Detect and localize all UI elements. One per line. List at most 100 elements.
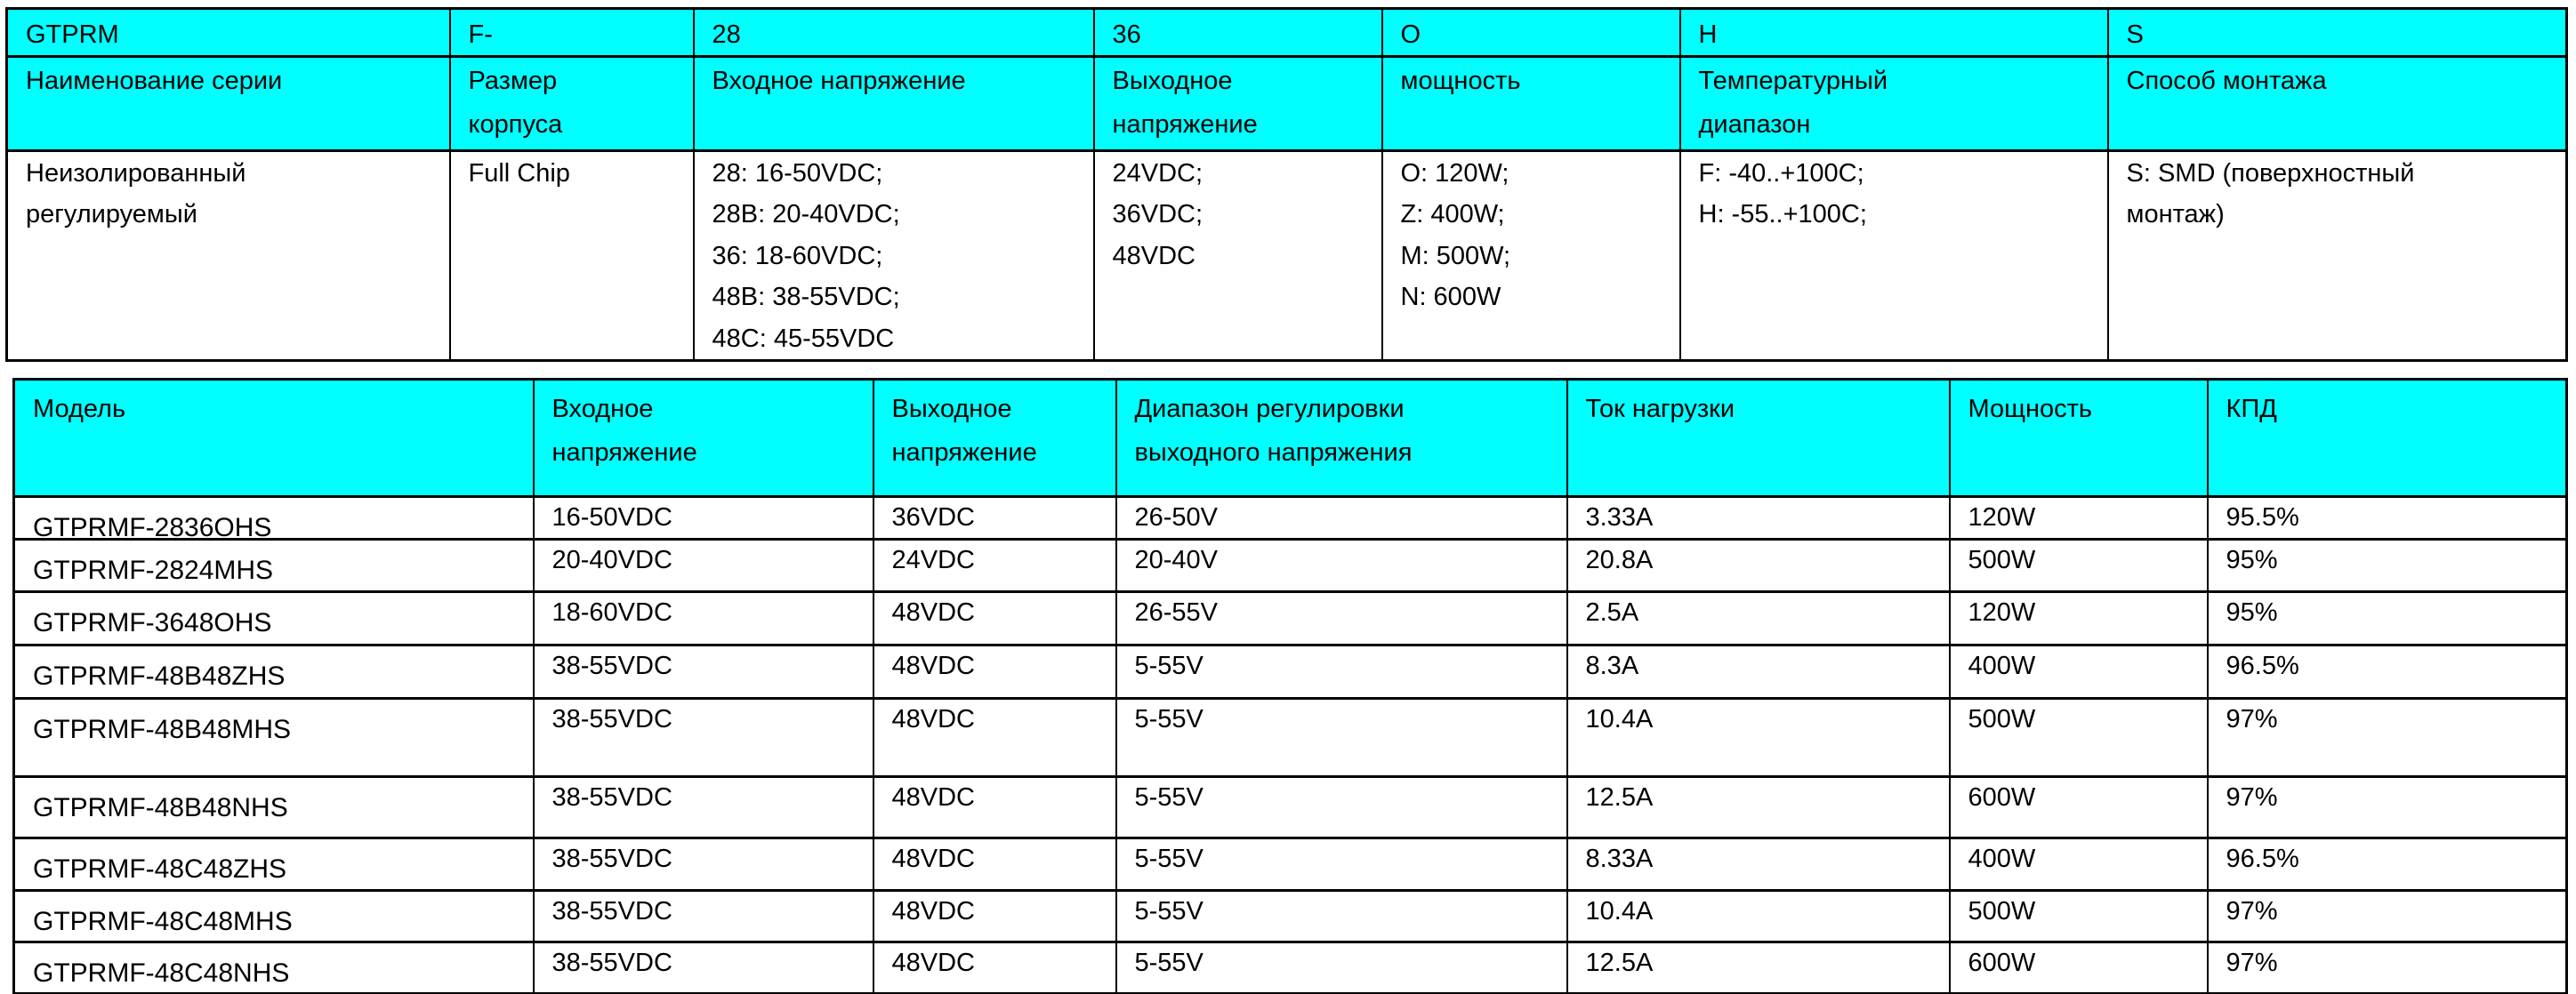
- model-specs-table: Модель Входное напряжение Выходное напряже…: [12, 378, 2568, 994]
- models-data-cell: 10.4A: [1566, 696, 1951, 778]
- model-name-cell: GTPRMF-48C48MHS: [12, 888, 535, 943]
- models-data-cell: 12.5A: [1566, 940, 1951, 994]
- models-data-cell: 38-55VDC: [532, 888, 874, 943]
- decoder-value-cell: Full Chip: [448, 149, 695, 362]
- model-name: GTPRMF-48C48NHS: [33, 958, 290, 988]
- decoder-code-cell: GTPRM: [5, 7, 451, 58]
- model-name: GTPRMF-48C48MHS: [33, 906, 293, 936]
- models-header-cell: Входное напряжение: [532, 378, 874, 498]
- models-data-cell: 48VDC: [872, 696, 1117, 778]
- models-data-cell: 24VDC: [872, 537, 1117, 593]
- model-name: GTPRMF-48B48ZHS: [33, 661, 286, 691]
- decoder-value-cell: 24VDC; 36VDC; 48VDC: [1092, 149, 1383, 362]
- decoder-value-cell: 28: 16-50VDC; 28B: 20-40VDC; 36: 18-60VD…: [692, 149, 1095, 362]
- models-data-cell: 5-55V: [1115, 888, 1568, 943]
- models-data-cell: 400W: [1948, 836, 2209, 892]
- models-data-cell: 38-55VDC: [532, 696, 874, 778]
- models-data-cell: 8.33A: [1566, 836, 1951, 892]
- models-data-cell: 500W: [1948, 696, 2209, 778]
- models-data-cell: 500W: [1948, 888, 2209, 943]
- models-data-cell: 96.5%: [2206, 643, 2568, 700]
- decoder-value-cell: Неизолированный регулируемый: [5, 149, 451, 362]
- model-name-cell: GTPRMF-3648OHS: [12, 589, 535, 646]
- models-data-cell: 16-50VDC: [532, 495, 874, 541]
- models-data-cell: 5-55V: [1115, 643, 1568, 700]
- models-header-cell: Диапазон регулировки выходного напряжени…: [1115, 378, 1568, 498]
- models-data-cell: 5-55V: [1115, 774, 1568, 839]
- model-name-cell: GTPRMF-48B48MHS: [12, 696, 535, 778]
- models-header-cell: Модель: [12, 378, 535, 498]
- decoder-label-cell: Наименование серии: [5, 55, 451, 152]
- table-row: GTPRMF-48C48NHS 38-55VDC 48VDC 5-55V 12.5A 60…: [12, 940, 2568, 994]
- decoder-value-cell: O: 120W; Z: 400W; M: 500W; N: 600W: [1381, 149, 1681, 362]
- models-data-cell: 38-55VDC: [532, 643, 874, 700]
- models-data-cell: 20-40V: [1115, 537, 1568, 593]
- models-header-cell: КПД: [2206, 378, 2568, 498]
- decoder-code-cell: 28: [692, 7, 1095, 58]
- models-data-cell: 400W: [1948, 643, 2209, 700]
- models-data-cell: 48VDC: [872, 940, 1117, 994]
- decoder-label-cell: Размер корпуса: [448, 55, 695, 152]
- models-data-cell: 600W: [1948, 940, 2209, 994]
- table-row: GTPRMF-48C48ZHS 38-55VDC 48VDC 5-55V 8.33A 40…: [12, 836, 2568, 892]
- models-data-cell: 5-55V: [1115, 696, 1568, 778]
- models-data-cell: 10.4A: [1566, 888, 1951, 943]
- models-data-cell: 95.5%: [2206, 495, 2568, 541]
- table-row: Наименование серии Размер корпуса Входное …: [5, 55, 2568, 152]
- models-data-cell: 97%: [2206, 774, 2568, 839]
- models-data-cell: 500W: [1948, 537, 2209, 593]
- models-data-cell: 8.3A: [1566, 643, 1951, 700]
- model-name-cell: GTPRMF-48B48NHS: [12, 774, 535, 839]
- models-header-cell: Выходное напряжение: [872, 378, 1117, 498]
- models-data-cell: 97%: [2206, 696, 2568, 778]
- model-name: GTPRMF-48C48ZHS: [33, 854, 287, 884]
- models-data-cell: 96.5%: [2206, 836, 2568, 892]
- models-data-cell: 20-40VDC: [532, 537, 874, 593]
- models-data-cell: 36VDC: [872, 495, 1117, 541]
- decoder-code-cell: F-: [448, 7, 695, 58]
- table-row: GTPRMF-48B48MHS 38-55VDC 48VDC 5-55V 10.4A 50…: [12, 696, 2568, 778]
- decoder-code-cell: S: [2106, 7, 2568, 58]
- models-data-cell: 120W: [1948, 495, 2209, 541]
- models-header-cell: Ток нагрузки: [1566, 378, 1951, 498]
- part-number-decoder-table: GTPRM F- 28 36 O H S Наименование серии Размер к…: [5, 7, 2568, 362]
- table-row: GTPRMF-2824MHS 20-40VDC 24VDC 20-40V 20.8A 50…: [12, 537, 2568, 593]
- models-data-cell: 3.33A: [1566, 495, 1951, 541]
- models-data-cell: 38-55VDC: [532, 836, 874, 892]
- decoder-label-cell: Температурный диапазон: [1678, 55, 2109, 152]
- models-data-cell: 26-55V: [1115, 589, 1568, 646]
- models-data-cell: 97%: [2206, 888, 2568, 943]
- models-data-cell: 48VDC: [872, 774, 1117, 839]
- table-row: GTPRM F- 28 36 O H S: [5, 7, 2568, 58]
- models-data-cell: 600W: [1948, 774, 2209, 839]
- decoder-value-cell: S: SMD (поверхностный монтаж): [2106, 149, 2568, 362]
- models-data-cell: 26-50V: [1115, 495, 1568, 541]
- table-row: GTPRMF-48C48MHS 38-55VDC 48VDC 5-55V 10.4A 50…: [12, 888, 2568, 943]
- table-row: Неизолированный регулируемый Full Chip 28:…: [5, 149, 2568, 362]
- model-name: GTPRMF-3648OHS: [33, 607, 272, 637]
- table-header-row: Модель Входное напряжение Выходное напряже…: [12, 378, 2568, 498]
- models-data-cell: 120W: [1948, 589, 2209, 646]
- models-data-cell: 95%: [2206, 589, 2568, 646]
- decoder-code-cell: 36: [1092, 7, 1383, 58]
- model-name-cell: GTPRMF-48B48ZHS: [12, 643, 535, 700]
- models-data-cell: 95%: [2206, 537, 2568, 593]
- models-data-cell: 2.5A: [1566, 589, 1951, 646]
- models-data-cell: 38-55VDC: [532, 774, 874, 839]
- table-row: GTPRMF-2836OHS 16-50VDC 36VDC 26-50V 3.33A 12…: [12, 495, 2568, 541]
- decoder-value-cell: F: -40..+100C; H: -55..+100C;: [1678, 149, 2109, 362]
- models-data-cell: 5-55V: [1115, 836, 1568, 892]
- model-name-cell: GTPRMF-48C48NHS: [12, 940, 535, 994]
- model-name: GTPRMF-2836OHS: [33, 513, 272, 539]
- models-data-cell: 48VDC: [872, 836, 1117, 892]
- models-header-cell: Мощность: [1948, 378, 2209, 498]
- table-row: GTPRMF-3648OHS 18-60VDC 48VDC 26-55V 2.5A 120…: [12, 589, 2568, 646]
- models-data-cell: 48VDC: [872, 643, 1117, 700]
- models-data-cell: 48VDC: [872, 888, 1117, 943]
- decoder-code-cell: H: [1678, 7, 2109, 58]
- model-name-cell: GTPRMF-2836OHS: [12, 495, 535, 541]
- model-name: GTPRMF-48B48NHS: [33, 792, 288, 822]
- decoder-label-cell: Входное напряжение: [692, 55, 1095, 152]
- models-data-cell: 5-55V: [1115, 940, 1568, 994]
